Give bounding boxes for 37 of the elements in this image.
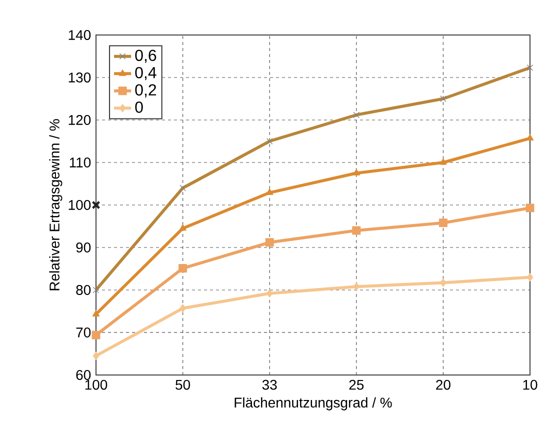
x-axis-title: Flächennutzungsgrad / % <box>234 397 392 410</box>
point <box>439 158 447 165</box>
x-tick-label: 100 <box>85 380 108 390</box>
x-tick-label: 10 <box>523 380 538 390</box>
y-axis-title: Relativer Ertragsgewinn / % <box>49 119 62 290</box>
point <box>526 204 534 212</box>
x-tick-label: 20 <box>436 380 450 390</box>
point <box>265 238 274 247</box>
y-tick-label: 60 <box>76 370 91 380</box>
x-tick-label: 25 <box>349 380 364 390</box>
point <box>92 310 100 316</box>
point <box>92 352 100 360</box>
y-tick-label: 80 <box>76 285 91 295</box>
point <box>92 200 100 210</box>
point <box>352 226 361 235</box>
point <box>438 218 448 228</box>
x-tick-label: 50 <box>176 380 190 390</box>
y-tick-label: 100 <box>68 200 91 210</box>
legend-label: 0 <box>135 102 143 113</box>
legend-label: 0,6 <box>135 50 156 63</box>
x-tick-label: 33 <box>262 380 277 390</box>
point <box>266 289 273 298</box>
point <box>179 224 187 231</box>
point <box>92 330 100 340</box>
point <box>180 304 186 313</box>
y-tick-label: 70 <box>76 328 91 338</box>
legend-label: 0,4 <box>135 66 156 80</box>
legend-label: 0,2 <box>135 84 156 98</box>
y-tick-label: 90 <box>76 242 91 252</box>
y-tick-label: 140 <box>68 30 91 40</box>
y-tick-label: 130 <box>68 72 91 82</box>
point <box>178 264 188 273</box>
y-tick-label: 110 <box>70 158 91 168</box>
point <box>526 134 534 141</box>
point <box>526 272 534 282</box>
point <box>352 168 360 176</box>
y-tick-label: 120 <box>68 115 91 125</box>
